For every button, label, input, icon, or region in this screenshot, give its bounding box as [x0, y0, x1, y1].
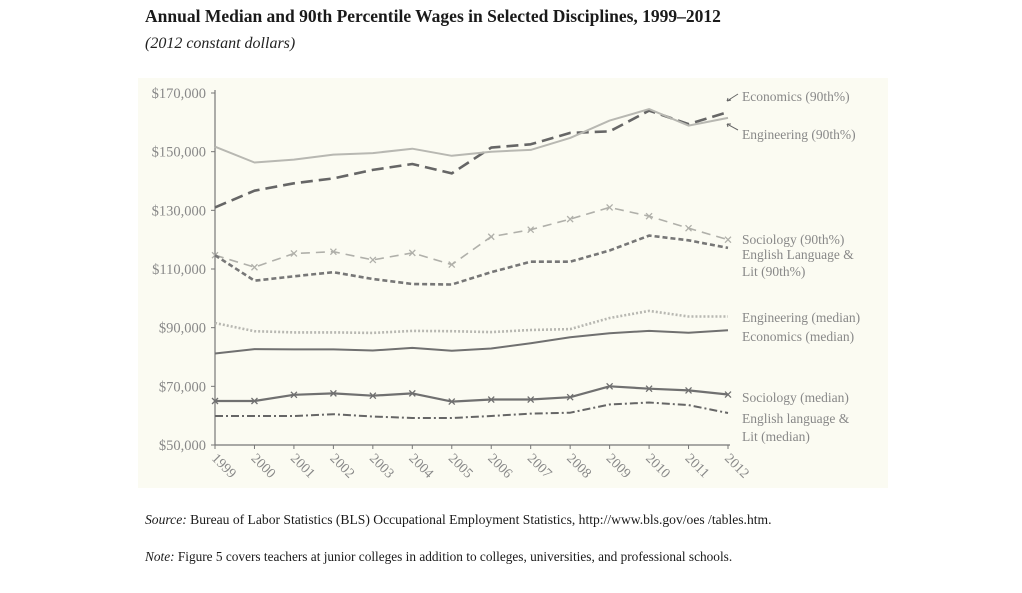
data-point-marker: [487, 233, 495, 241]
series-line: [215, 385, 729, 403]
x-tick-label: 2008: [563, 451, 593, 481]
data-point-marker: [290, 249, 298, 257]
data-point-marker: [645, 385, 653, 393]
x-tick-label: 2005: [445, 451, 475, 481]
data-point-marker: [685, 386, 692, 394]
series-line: [214, 108, 729, 164]
x-tick-label: 2010: [642, 451, 672, 481]
data-point-marker: [645, 212, 653, 220]
series-label: Economics (median): [742, 329, 854, 344]
data-point-marker: [448, 398, 456, 406]
note-label: Note:: [145, 549, 175, 564]
note-text: Figure 5 covers teachers at junior colle…: [174, 549, 733, 564]
series-line: [214, 234, 729, 286]
data-point-marker: [606, 382, 614, 390]
x-tick-label: 2004: [405, 451, 435, 481]
x-tick-label: 2007: [524, 451, 554, 481]
y-tick-label: $150,000: [152, 145, 206, 161]
data-point-marker: [685, 224, 692, 232]
y-tick-label: $90,000: [159, 321, 206, 337]
chart-title: Annual Median and 90th Percentile Wages …: [145, 6, 721, 26]
series-line: [214, 309, 728, 335]
y-tick-label: $110,000: [152, 262, 206, 278]
data-point-marker: [566, 393, 574, 401]
data-point-marker: [724, 391, 732, 399]
chart-subtitle: (2012 constant dollars): [145, 35, 296, 52]
series-label: Engineering (90th%): [742, 127, 856, 142]
source-note: Source: Bureau of Labor Statistics (BLS)…: [145, 510, 883, 530]
x-tick-label: 2000: [248, 451, 278, 481]
data-point-marker: [566, 215, 574, 223]
engineering-pointer-arrow: [726, 123, 739, 131]
y-tick-label: $50,000: [159, 438, 206, 454]
data-point-marker: [408, 249, 416, 257]
data-point-marker: [527, 226, 535, 234]
source-text: Bureau of Labor Statistics (BLS) Occupat…: [186, 512, 772, 527]
y-tick-label: $130,000: [152, 203, 206, 219]
series-label: Lit (90th%): [742, 264, 805, 279]
series-line: [214, 329, 729, 355]
series-label: Sociology (90th%): [742, 232, 844, 247]
note: Note: Figure 5 covers teachers at junior…: [145, 547, 883, 567]
series-line: [214, 206, 729, 269]
data-point-marker: [211, 397, 219, 405]
economics-pointer-arrow: [726, 93, 739, 102]
data-point-marker: [369, 392, 377, 400]
data-point-marker: [448, 261, 456, 269]
series-label: Economics (90th%): [742, 89, 850, 104]
x-tick-label: 2012: [721, 451, 751, 481]
x-tick-label: 2002: [327, 451, 357, 481]
series-label: English language &: [742, 411, 850, 426]
x-tick-label: 2006: [484, 451, 514, 481]
source-label: Source:: [145, 512, 187, 527]
data-point-marker: [369, 256, 377, 264]
series-label: Engineering (median): [742, 310, 860, 325]
y-tick-label: $170,000: [152, 86, 206, 102]
x-tick-label: 2009: [603, 451, 633, 481]
data-point-marker: [329, 248, 337, 256]
x-tick-label: 2003: [366, 451, 396, 481]
data-point-marker: [408, 389, 416, 397]
series-label: Sociology (median): [742, 390, 849, 405]
data-point-marker: [487, 396, 495, 403]
data-point-marker: [251, 263, 258, 271]
series-line: [215, 401, 729, 419]
data-point-marker: [724, 236, 732, 244]
x-tick-label: 2001: [287, 451, 317, 481]
x-tick-label: 1999: [208, 451, 238, 481]
data-point-marker: [606, 203, 614, 211]
data-point-marker: [329, 389, 337, 397]
series-label: English Language &: [742, 247, 854, 262]
y-tick-label: $70,000: [159, 379, 206, 395]
x-tick-label: 2011: [682, 451, 712, 481]
data-point-marker: [251, 397, 258, 405]
series-label: Lit (median): [742, 429, 810, 444]
data-point-marker: [527, 396, 535, 403]
data-point-marker: [290, 391, 298, 399]
